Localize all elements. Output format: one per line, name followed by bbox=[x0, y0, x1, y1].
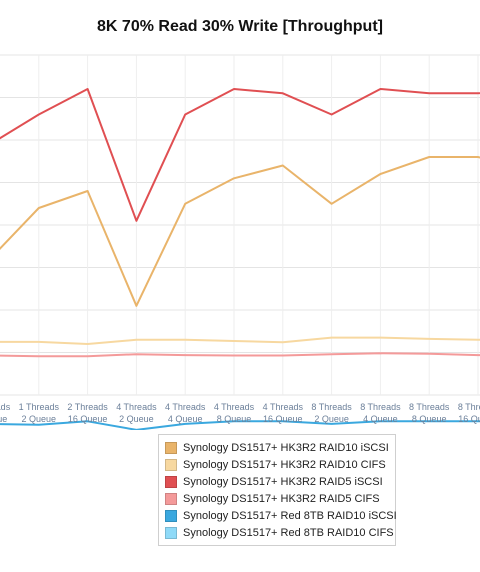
legend-item[interactable]: Synology DS1517+ HK3R2 RAID5 CIFS bbox=[165, 490, 389, 507]
legend-label: Synology DS1517+ HK3R2 RAID10 CIFS bbox=[183, 458, 386, 471]
legend-swatch bbox=[165, 475, 177, 488]
legend-label: Synology DS1517+ Red 8TB RAID10 CIFS bbox=[183, 526, 394, 539]
x-tick-label: 8 Threads 4 Queue bbox=[360, 402, 401, 424]
x-tick-label: 4 Threads 4 Queue bbox=[165, 402, 206, 424]
legend-item[interactable]: Synology DS1517+ HK3R2 RAID10 iSCSI bbox=[165, 439, 389, 456]
legend-label: Synology DS1517+ HK3R2 RAID5 iSCSI bbox=[183, 475, 383, 488]
x-tick-label: 8 Threads 8 Queue bbox=[409, 402, 450, 424]
legend: Synology DS1517+ HK3R2 RAID10 iSCSI Synol… bbox=[158, 434, 397, 546]
legend-label: Synology DS1517+ Red 8TB RAID10 iSCSI bbox=[183, 509, 397, 522]
legend-item[interactable]: Synology DS1517+ Red 8TB RAID10 iSCSI bbox=[165, 507, 397, 524]
legend-swatch bbox=[165, 509, 177, 522]
legend-item[interactable]: Synology DS1517+ HK3R2 RAID5 iSCSI bbox=[165, 473, 389, 490]
series-line-0 bbox=[0, 156, 480, 307]
series-line-2 bbox=[0, 88, 480, 222]
legend-label: Synology DS1517+ HK3R2 RAID10 iSCSI bbox=[183, 441, 389, 454]
chart-title: 8K 70% Read 30% Write [Throughput] bbox=[97, 18, 383, 35]
x-tick-label: 8 Threads 2 Queue bbox=[311, 402, 352, 424]
x-tick-label: 4 Threads 2 Queue bbox=[116, 402, 157, 424]
x-tick-label: 1 Threads 2 Queue bbox=[19, 402, 60, 424]
legend-swatch bbox=[165, 458, 177, 471]
series-lines bbox=[0, 88, 480, 430]
legend-item[interactable]: Synology DS1517+ Red 8TB RAID10 CIFS bbox=[165, 524, 394, 541]
series-line-3 bbox=[0, 352, 480, 358]
series-line-4 bbox=[0, 420, 480, 430]
legend-swatch bbox=[165, 492, 177, 505]
legend-label: Synology DS1517+ HK3R2 RAID5 CIFS bbox=[183, 492, 380, 505]
x-tick-label: 2 Threads 16 Queue bbox=[67, 402, 108, 424]
legend-swatch bbox=[165, 526, 177, 539]
x-tick-label: 4 Threads 8 Queue bbox=[214, 402, 255, 424]
series-line-1 bbox=[0, 336, 480, 345]
legend-swatch bbox=[165, 441, 177, 454]
x-tick-label: 4 Threads 16 Queue bbox=[263, 402, 304, 424]
legend-item[interactable]: Synology DS1517+ HK3R2 RAID10 CIFS bbox=[165, 456, 389, 473]
